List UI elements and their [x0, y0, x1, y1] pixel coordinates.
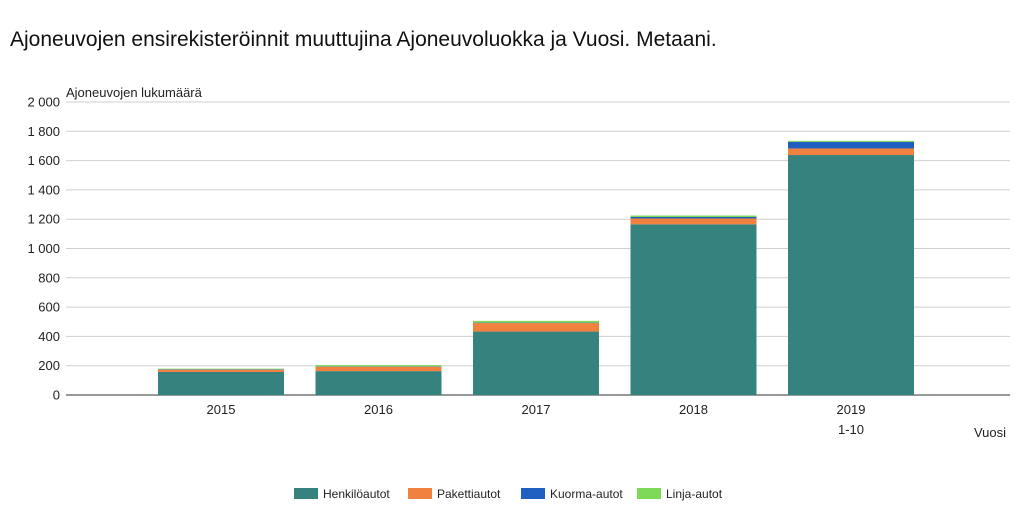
y-tick-label: 400 — [38, 329, 60, 344]
bar-segment[interactable] — [788, 141, 914, 149]
bar-segment[interactable] — [158, 368, 284, 370]
bar-segment[interactable] — [788, 155, 914, 395]
x-axis-title: Vuosi — [974, 425, 1006, 440]
bar-segment[interactable] — [630, 218, 757, 225]
bar-segment[interactable] — [630, 217, 757, 219]
bar-segment[interactable] — [788, 140, 914, 142]
axes: 0 200 400 600 800 1 000 1 200 1 400 1 600 1 800 2 … — [27, 85, 1006, 440]
bar-segment[interactable] — [315, 371, 442, 395]
y-tick-label: 2 000 — [27, 95, 60, 110]
y-tick-label: 200 — [38, 358, 60, 373]
y-tick-label: 1 600 — [27, 153, 60, 168]
x-tick-label: 2017 — [522, 402, 551, 417]
bar-segment[interactable] — [158, 369, 284, 372]
bar-segment[interactable] — [315, 366, 442, 372]
bar-segment[interactable] — [630, 215, 757, 218]
legend-swatch — [408, 488, 432, 499]
legend-swatch — [521, 488, 545, 499]
y-tick-label: 800 — [38, 270, 60, 285]
bar-segment[interactable] — [630, 224, 757, 395]
x-tick-label: 2016 — [364, 402, 393, 417]
x-tick-label: 2015 — [207, 402, 236, 417]
x-tick-label: 1-10 — [838, 422, 864, 437]
bar-segment[interactable] — [473, 320, 599, 323]
y-tick-label: 1 200 — [27, 212, 60, 227]
bars — [158, 140, 914, 395]
y-tick-label: 1 400 — [27, 182, 60, 197]
bar-segment[interactable] — [473, 331, 599, 395]
y-tick-label: 0 — [53, 388, 60, 403]
legend-label: Linja-autot — [666, 487, 723, 501]
x-tick-label: 2019 — [837, 402, 866, 417]
legend-label: Kuorma-autot — [550, 487, 623, 501]
bar-segment[interactable] — [158, 371, 284, 395]
y-tick-label: 1 800 — [27, 124, 60, 139]
legend-label: Pakettiautot — [437, 487, 501, 501]
bar-segment[interactable] — [788, 148, 914, 156]
legend-swatch — [637, 488, 661, 499]
y-tick-label: 600 — [38, 300, 60, 315]
y-axis-title: Ajoneuvojen lukumäärä — [66, 85, 203, 100]
x-tick-label: 2018 — [679, 402, 708, 417]
legend-label: Henkilöautot — [323, 487, 390, 501]
bar-segment[interactable] — [473, 323, 599, 332]
bar-segment[interactable] — [315, 365, 442, 367]
y-tick-label: 1 000 — [27, 241, 60, 256]
legend: Henkilöautot Pakettiautot Kuorma-autot Linj… — [294, 487, 723, 501]
legend-swatch — [294, 488, 318, 499]
chart-title: Ajoneuvojen ensirekisteröinnit muuttujin… — [10, 28, 717, 51]
